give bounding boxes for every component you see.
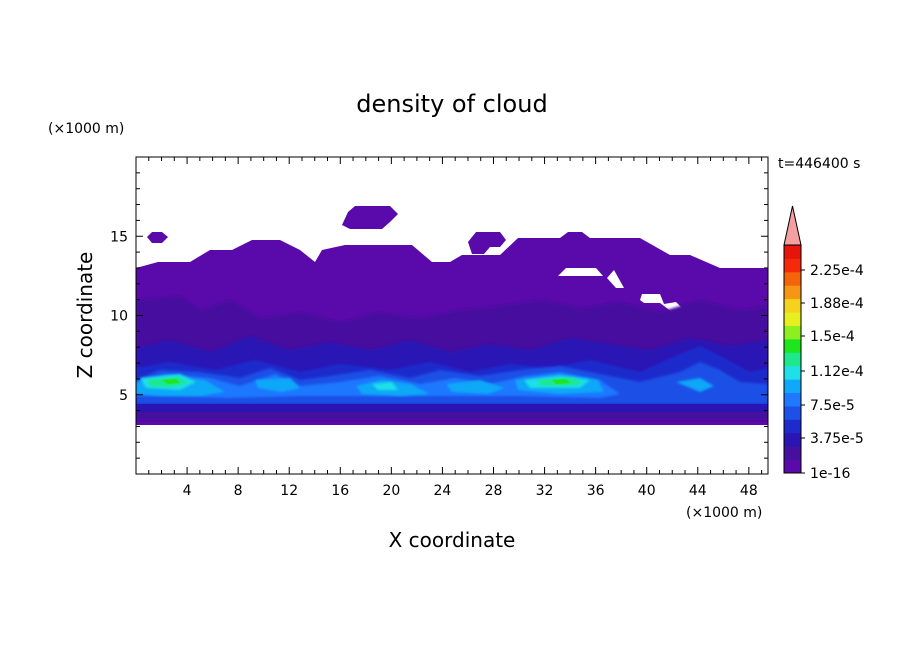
x-tick-label: 4: [183, 483, 192, 499]
colorbar-swatch: [784, 365, 801, 380]
colorbar-label: 7.5e-5: [810, 398, 855, 414]
x-tick-label: 12: [280, 483, 298, 499]
x-unit-label: (×1000 m): [686, 505, 762, 521]
cloud-gap-3: [640, 294, 686, 312]
cloud-base-rim: [136, 404, 768, 414]
colorbar-swatch: [784, 258, 801, 273]
colorbar-swatch: [784, 352, 801, 367]
colorbar-swatch: [784, 432, 801, 447]
x-axis-label: X coordinate: [389, 528, 516, 552]
x-tick-label: 36: [587, 483, 605, 499]
y-tick-label: 10: [110, 309, 128, 325]
y-axis-label: Z coordinate: [73, 252, 97, 379]
colorbar-label: 1.12e-4: [810, 364, 864, 380]
colorbar-label: 1.88e-4: [810, 296, 864, 312]
cloud-patch-1: [147, 232, 168, 243]
colorbar-swatch: [784, 312, 801, 326]
cloud-gap-1: [558, 268, 603, 276]
colorbar-swatch: [784, 245, 801, 259]
cloud-max-right: [552, 379, 570, 384]
y-unit-label: (×1000 m): [48, 121, 124, 137]
colorbar-label: 2.25e-4: [810, 263, 864, 279]
x-tick-label: 32: [536, 483, 554, 499]
x-tick-label: 28: [485, 483, 503, 499]
cloud-base-rim-dark: [136, 412, 768, 418]
x-tick-label: 48: [740, 483, 758, 499]
colorbar-label: 1e-16: [810, 466, 850, 482]
colorbar-swatch: [784, 446, 801, 461]
x-tick-label: 40: [638, 483, 656, 499]
colorbar-label: 1.5e-4: [810, 329, 855, 345]
colorbar: 1e-16 3.75e-5 7.5e-5 1.12e-4 1.5e-4 1.88e-4 2.…: [783, 205, 864, 482]
colorbar-frame: [783, 244, 802, 474]
colorbar-extend-arrow: [783, 205, 802, 246]
y-tick-label: 5: [119, 388, 128, 404]
colorbar-label: 3.75e-5: [810, 431, 864, 447]
colorbar-swatch: [784, 419, 801, 434]
x-tick-label: 8: [234, 483, 243, 499]
colorbar-swatch: [784, 285, 801, 300]
cloud-max-left: [162, 379, 180, 384]
x-tick-label: 20: [382, 483, 400, 499]
colorbar-swatch: [784, 392, 801, 407]
x-tick-label: 16: [331, 483, 349, 499]
cloud-gap-2: [607, 270, 624, 288]
x-tick-label: 24: [434, 483, 452, 499]
colorbar-swatch: [784, 459, 801, 474]
cloud-patch-2: [342, 206, 398, 229]
colorbar-swatch: [784, 405, 801, 420]
plot-area: [136, 157, 768, 474]
y-tick-label: 15: [110, 229, 128, 245]
chart-title: density of cloud: [356, 90, 547, 118]
colorbar-swatch: [784, 338, 801, 353]
colorbar-swatch: [784, 271, 801, 286]
cloud-patch-3: [468, 232, 506, 254]
time-label: t=446400 s: [778, 156, 860, 172]
colorbar-swatch: [784, 379, 801, 394]
x-axis: 4 8 12 16 20 24 28 32 36 40 44 48: [148, 157, 763, 499]
x-tick-label: 44: [689, 483, 707, 499]
y-axis: 5 10 15: [110, 172, 768, 459]
colorbar-swatch: [784, 298, 801, 313]
colorbar-swatch: [784, 325, 801, 340]
